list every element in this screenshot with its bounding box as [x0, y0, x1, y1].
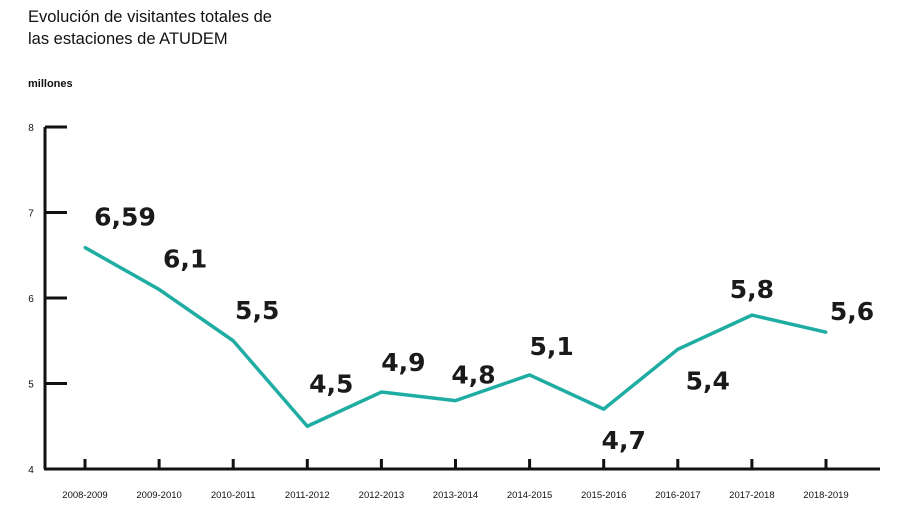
- x-tick-label: 2016-2017: [655, 490, 700, 501]
- data-label: 5,1: [529, 332, 573, 361]
- data-point: [379, 390, 383, 394]
- y-tick-label: 7: [28, 209, 34, 220]
- data-point: [305, 424, 309, 428]
- data-label: 6,1: [163, 244, 207, 273]
- y-tick-label: 8: [28, 123, 34, 134]
- y-tick-label: 6: [28, 294, 34, 305]
- data-point: [676, 347, 680, 351]
- x-tick-label: 2018-2019: [803, 490, 848, 501]
- data-label: 5,5: [235, 296, 279, 325]
- data-point: [602, 407, 606, 411]
- y-tick-label: 4: [28, 465, 34, 476]
- x-tick-label: 2017-2018: [729, 490, 774, 501]
- data-label: 4,7: [602, 426, 646, 455]
- x-tick-label: 2013-2014: [433, 490, 478, 501]
- data-label: 5,4: [686, 366, 730, 395]
- data-point: [83, 246, 87, 250]
- x-tick-label: 2015-2016: [581, 490, 626, 501]
- x-tick-label: 2011-2012: [285, 490, 330, 501]
- data-label: 4,5: [309, 369, 353, 398]
- x-tick-label: 2008-2009: [62, 490, 107, 501]
- data-point: [454, 399, 457, 403]
- y-tick-label: 5: [28, 380, 34, 391]
- data-point: [528, 373, 532, 377]
- data-label: 5,8: [730, 275, 774, 304]
- data-label: 4,8: [451, 361, 495, 390]
- data-point: [824, 330, 828, 334]
- data-point: [750, 313, 754, 317]
- x-tick-label: 2009-2010: [136, 490, 181, 501]
- data-label: 5,6: [830, 297, 874, 326]
- chart-title: Evolución de visitantes totales de las e…: [28, 6, 272, 50]
- x-tick-label: 2012-2013: [359, 490, 404, 501]
- data-label: 6,59: [94, 203, 156, 232]
- x-tick-label: 2014-2015: [507, 490, 552, 501]
- data-point: [231, 339, 235, 343]
- x-tick-label: 2010-2011: [211, 490, 256, 501]
- data-label: 4,9: [381, 348, 425, 377]
- title-line-2: las estaciones de ATUDEM: [28, 30, 228, 48]
- title-line-1: Evolución de visitantes totales de: [28, 8, 272, 26]
- y-axis-label: millones: [28, 78, 73, 90]
- data-point: [157, 287, 161, 291]
